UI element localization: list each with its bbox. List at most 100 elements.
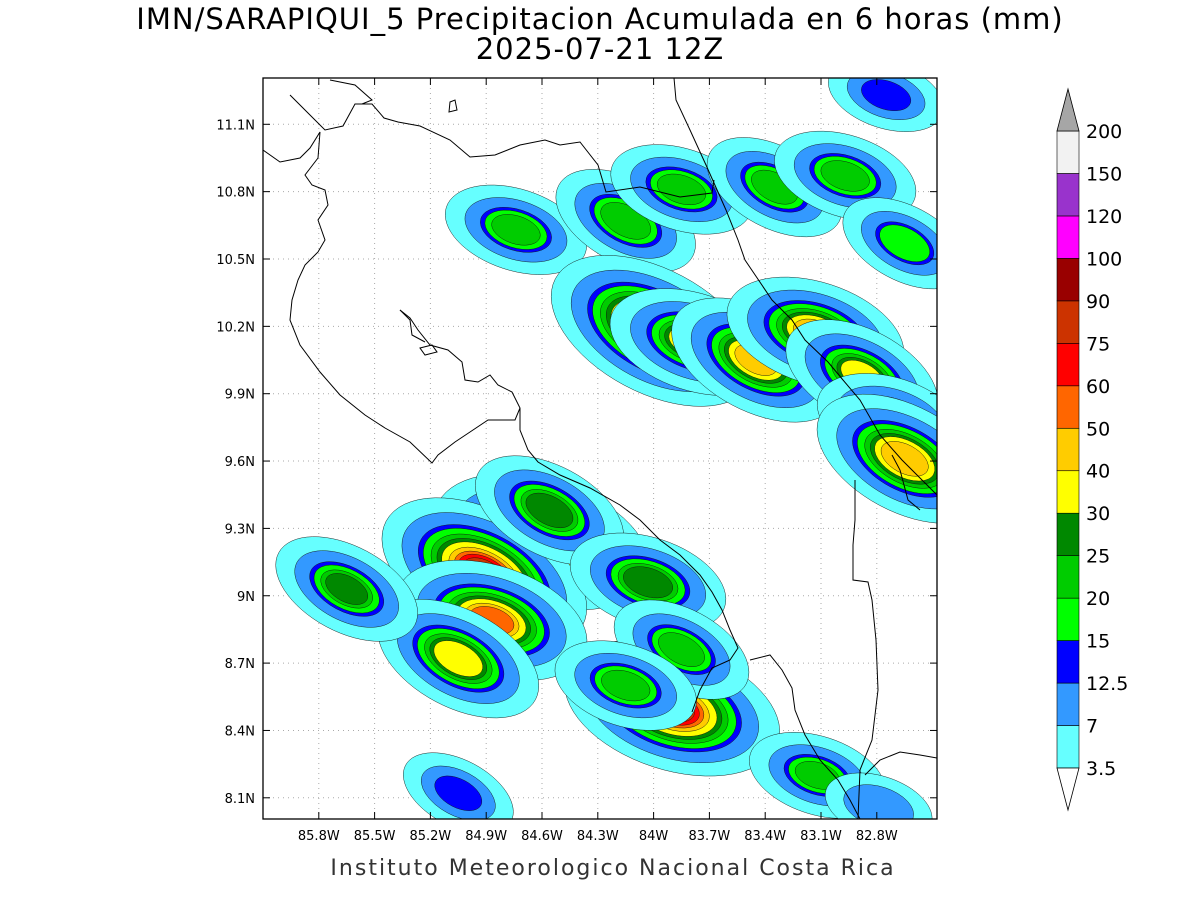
colorbar-segment bbox=[1056, 130, 1080, 174]
colorbar-label: 75 bbox=[1086, 333, 1110, 355]
pacific-coast-north bbox=[263, 131, 521, 464]
precip-contour bbox=[623, 566, 673, 599]
colorbar-label: 200 bbox=[1086, 121, 1122, 143]
colorbar-over-triangle bbox=[1056, 87, 1080, 132]
colorbar-segment bbox=[1056, 258, 1080, 302]
colorbar-label: 120 bbox=[1086, 206, 1122, 228]
colorbar-segment bbox=[1056, 725, 1080, 769]
precipitation-field bbox=[275, 78, 937, 819]
nicaragua-border bbox=[289, 94, 715, 198]
precip-contour bbox=[491, 214, 541, 246]
lat-tick-label: 10.5N bbox=[216, 253, 255, 268]
precip-contour bbox=[525, 492, 574, 529]
precip-cell bbox=[475, 455, 624, 566]
map-title: IMN/SARAPIQUI_5 Precipitacion Acumulada … bbox=[136, 2, 1064, 36]
panama-south-coast bbox=[864, 751, 937, 776]
precip-cell bbox=[706, 137, 843, 238]
precip-cell bbox=[774, 130, 917, 221]
precip-cell bbox=[825, 772, 933, 819]
chira-island bbox=[419, 344, 438, 356]
lat-tick-label: 8.7N bbox=[225, 657, 255, 672]
lon-tick-label: 83.4W bbox=[744, 829, 786, 844]
colorbar-label: 50 bbox=[1086, 418, 1110, 440]
colorbar-segment bbox=[1056, 555, 1080, 599]
lon-tick-label: 85.2W bbox=[409, 829, 451, 844]
precip-cell bbox=[445, 184, 587, 275]
colorbar-under-triangle bbox=[1056, 767, 1080, 812]
precip-contour bbox=[879, 224, 930, 262]
lat-tick-label: 11.1N bbox=[216, 118, 255, 133]
lon-tick-label: 82.8W bbox=[856, 829, 898, 844]
coastlines-borders bbox=[263, 78, 937, 819]
lon-tick-label: 84.3W bbox=[577, 829, 619, 844]
precip-cell bbox=[842, 197, 937, 290]
lat-tick-label: 9.9N bbox=[225, 388, 255, 403]
lat-tick-label: 9.3N bbox=[225, 522, 255, 537]
colorbar-label: 20 bbox=[1086, 588, 1110, 610]
precip-cell bbox=[275, 536, 418, 642]
pacific-coast-central bbox=[519, 408, 739, 713]
colorbar-label: 7 bbox=[1086, 716, 1098, 738]
colorbar-segment bbox=[1056, 300, 1080, 344]
colorbar-label: 150 bbox=[1086, 163, 1122, 185]
precip-contour bbox=[434, 775, 483, 811]
precip-contour bbox=[843, 784, 914, 819]
lake-nicaragua-shore bbox=[329, 79, 373, 105]
map-subtitle: 2025-07-21 12Z bbox=[475, 32, 725, 66]
colorbar: 3.5 7 12.5 15 20 25 30 40 50 60 75 90 100 120 150 200 bbox=[1056, 87, 1128, 812]
credit-text: Instituto Meteorologico Nacional Costa R… bbox=[330, 856, 896, 881]
plot-frame bbox=[262, 77, 938, 820]
precip-contour bbox=[433, 640, 483, 677]
colorbar-segment bbox=[1056, 343, 1080, 387]
precip-contour bbox=[656, 173, 707, 206]
colorbar-segment bbox=[1056, 215, 1080, 259]
lat-tick-label: 8.1N bbox=[225, 792, 255, 807]
lon-tick-label: 85.5W bbox=[354, 829, 396, 844]
precip-cell bbox=[554, 640, 697, 731]
lon-tick-label: 85.8W bbox=[298, 829, 340, 844]
lat-tick-label: 9.6N bbox=[225, 455, 255, 470]
colorbar-segment bbox=[1056, 470, 1080, 514]
precip-cell bbox=[377, 599, 539, 719]
lat-tick-label: 8.4N bbox=[225, 724, 255, 739]
colorbar-label: 25 bbox=[1086, 546, 1110, 568]
lon-tick-label: 84W bbox=[639, 829, 669, 844]
lon-tick-label: 84.9W bbox=[465, 829, 507, 844]
precip-cell bbox=[569, 532, 727, 632]
colorbar-segment bbox=[1056, 682, 1080, 726]
colorbar-label: 30 bbox=[1086, 503, 1110, 525]
precip-contour bbox=[861, 79, 912, 111]
colorbar-label: 3.5 bbox=[1086, 758, 1116, 780]
nicoya-gulf-coast bbox=[399, 309, 426, 343]
colorbar-segment bbox=[1056, 427, 1080, 472]
caribbean-coast bbox=[673, 78, 937, 496]
colorbar-segment bbox=[1056, 173, 1080, 217]
lat-tick-label: 9N bbox=[237, 590, 255, 605]
precip-contour bbox=[325, 573, 369, 605]
colorbar-label: 90 bbox=[1086, 291, 1110, 313]
lat-tick-label: 10.8N bbox=[216, 186, 255, 201]
nicaragua-island bbox=[448, 99, 458, 113]
precip-contour bbox=[820, 160, 870, 192]
colorbar-label: 12.5 bbox=[1086, 673, 1128, 695]
lon-tick-label: 83.7W bbox=[688, 829, 730, 844]
precip-contour bbox=[601, 669, 651, 702]
colorbar-segment bbox=[1056, 385, 1080, 429]
colorbar-label: 100 bbox=[1086, 248, 1122, 270]
golfo-dulce-coast bbox=[749, 654, 861, 819]
colorbar-segment bbox=[1056, 640, 1080, 684]
lat-tick-label: 10.2N bbox=[216, 320, 255, 335]
precip-contour bbox=[658, 632, 705, 667]
colorbar-segment bbox=[1056, 512, 1080, 556]
panama-west-border bbox=[852, 480, 879, 819]
colorbar-label: 60 bbox=[1086, 376, 1110, 398]
precip-cell bbox=[828, 78, 937, 132]
lon-tick-label: 84.6W bbox=[521, 829, 563, 844]
panama-border bbox=[891, 454, 921, 511]
colorbar-segment bbox=[1056, 597, 1080, 641]
axis-ticks: 85.8W 85.5W 85.2W 84.9W 84.6W 84.3W 84W 83.7W 83… bbox=[216, 78, 937, 844]
colorbar-label: 15 bbox=[1086, 631, 1110, 653]
colorbar-label: 40 bbox=[1086, 461, 1110, 483]
precip-cell bbox=[816, 393, 937, 524]
